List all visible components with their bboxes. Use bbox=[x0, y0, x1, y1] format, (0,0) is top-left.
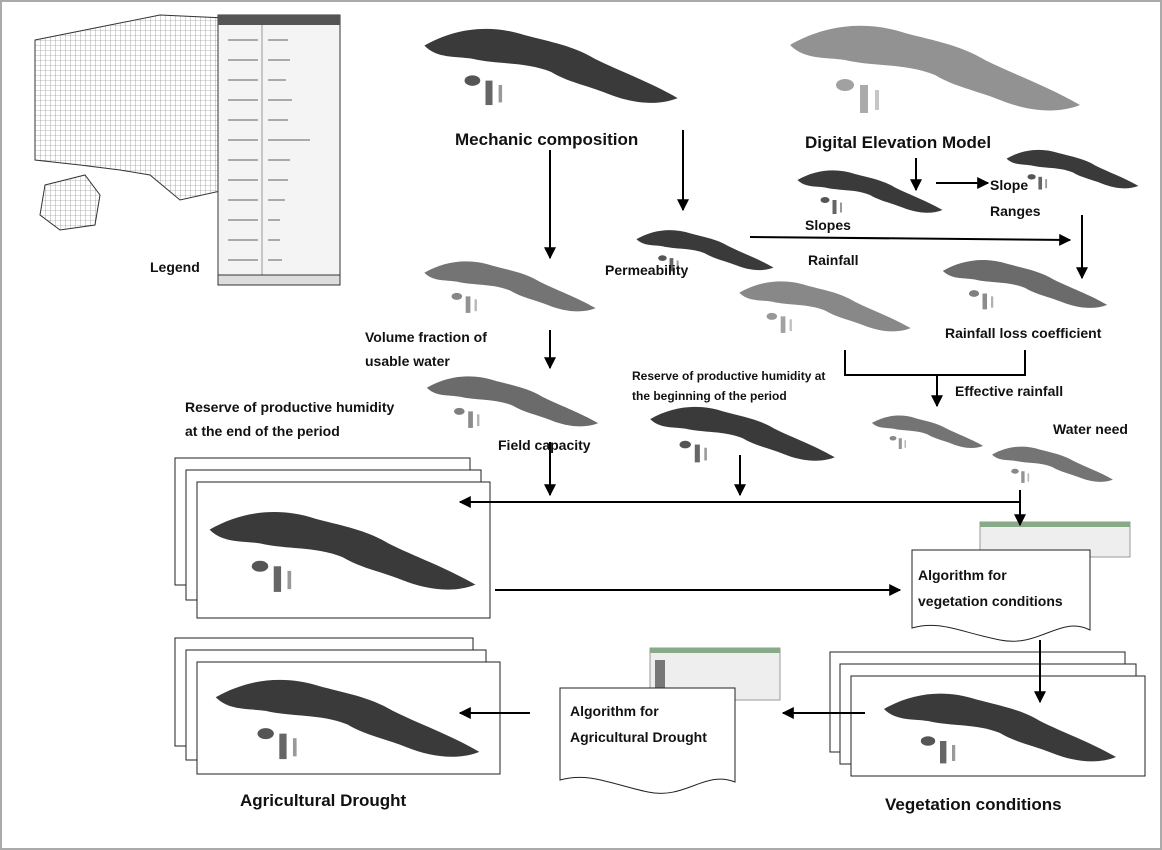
label: Algorithm for bbox=[570, 703, 659, 719]
label: Reserve of productive humidity bbox=[185, 399, 394, 415]
label: Slopes bbox=[805, 217, 851, 233]
grid-map bbox=[34, 14, 226, 231]
label: the beginning of the period bbox=[632, 389, 787, 403]
label: Rainfall loss coefficient bbox=[945, 325, 1102, 341]
label: Legend bbox=[150, 259, 200, 275]
label: Algorithm for bbox=[918, 567, 1007, 583]
label: Vegetation conditions bbox=[885, 795, 1062, 814]
arrows bbox=[458, 130, 1088, 719]
label: Field capacity bbox=[498, 437, 591, 453]
label: usable water bbox=[365, 353, 450, 369]
page-stack bbox=[174, 457, 491, 619]
document bbox=[911, 549, 1091, 642]
label: vegetation conditions bbox=[918, 593, 1063, 609]
label: Water need bbox=[1053, 421, 1128, 437]
page-stack bbox=[174, 637, 501, 775]
label: Agricultural Drought bbox=[240, 791, 407, 810]
label: Digital Elevation Model bbox=[805, 133, 991, 152]
label: Rainfall bbox=[808, 252, 859, 268]
label: at the end of the period bbox=[185, 423, 340, 439]
label: Volume fraction of bbox=[365, 329, 487, 345]
label: Slope bbox=[990, 177, 1028, 193]
label: Ranges bbox=[990, 203, 1041, 219]
label: Effective rainfall bbox=[955, 383, 1063, 399]
label: Permeability bbox=[605, 262, 688, 278]
label: Reserve of productive humidity at bbox=[632, 369, 825, 383]
label: Agricultural Drought bbox=[570, 729, 707, 745]
document bbox=[559, 687, 736, 794]
page-stack bbox=[829, 651, 1146, 777]
legend-window bbox=[217, 14, 341, 286]
label: Mechanic composition bbox=[455, 130, 638, 149]
